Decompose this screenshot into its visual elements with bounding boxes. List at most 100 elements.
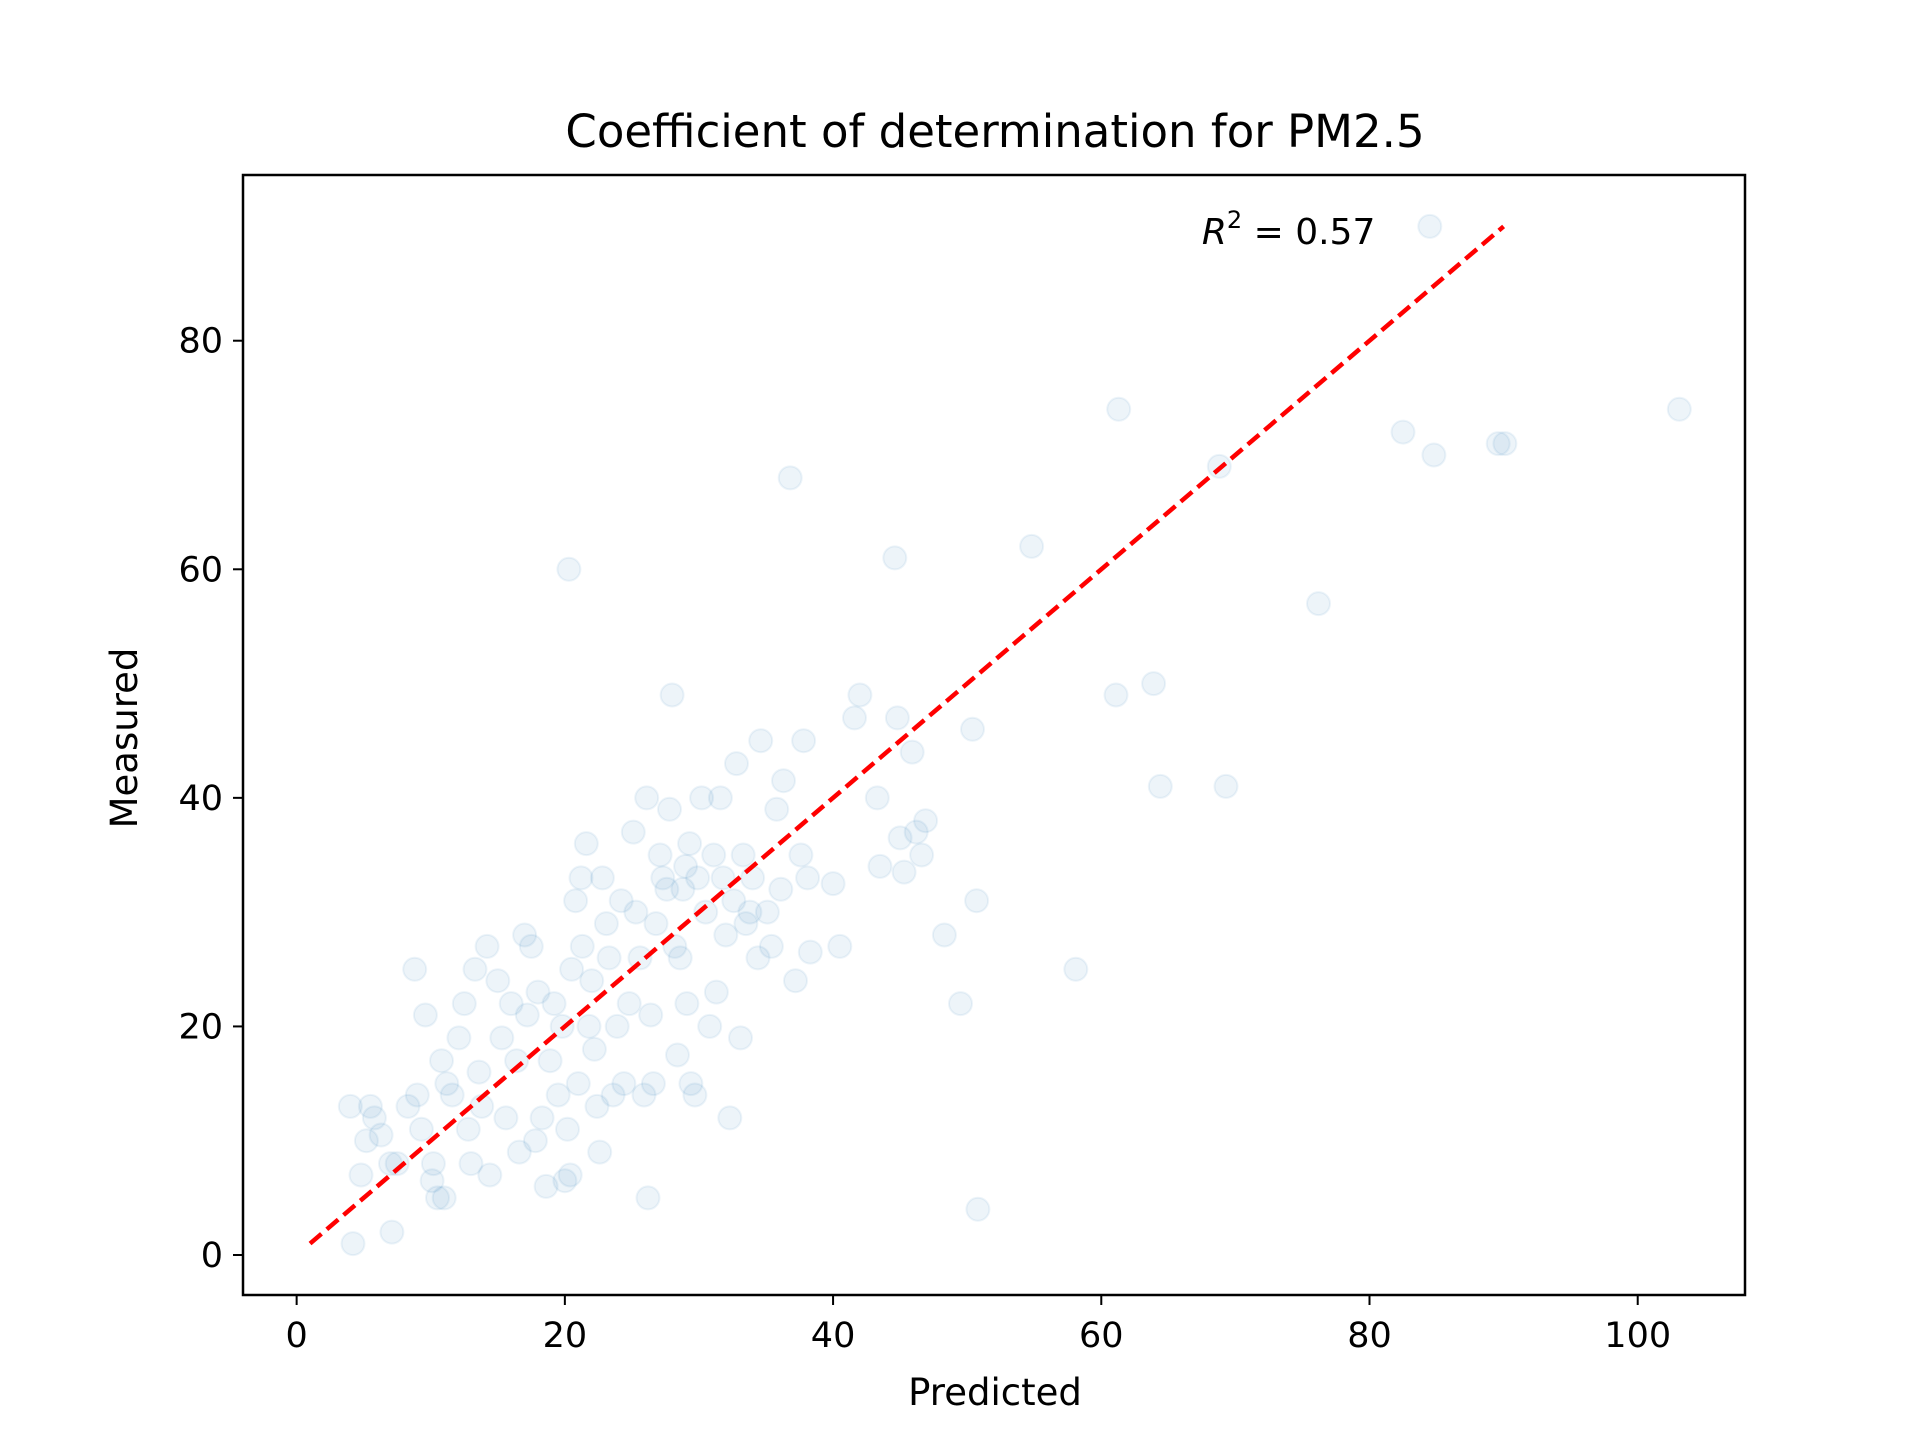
scatter-point bbox=[707, 785, 733, 811]
scatter-point bbox=[783, 968, 808, 994]
scatter-point bbox=[545, 1082, 571, 1108]
scatter-point bbox=[678, 1071, 704, 1097]
x-tick-label: 80 bbox=[1347, 1316, 1392, 1356]
scatter-point bbox=[439, 1082, 465, 1108]
scatter-point bbox=[455, 1116, 481, 1142]
scatter-point bbox=[576, 1013, 602, 1039]
scatter-point bbox=[1492, 431, 1518, 457]
scatter-point bbox=[420, 1151, 446, 1177]
scatter-point bbox=[899, 739, 925, 765]
scatter-point bbox=[1063, 956, 1089, 982]
scatter-point bbox=[1390, 419, 1416, 445]
scatter-point bbox=[657, 796, 682, 822]
scatter-point bbox=[748, 728, 774, 754]
r-squared-symbol: R bbox=[1202, 212, 1227, 253]
scatter-point bbox=[693, 899, 719, 925]
scatter-point bbox=[368, 1122, 394, 1148]
x-tick-label: 40 bbox=[811, 1316, 856, 1356]
scatter-point bbox=[518, 933, 544, 959]
scatter-point bbox=[964, 888, 990, 914]
scatter-point bbox=[568, 865, 594, 891]
scatter-point bbox=[682, 1082, 708, 1108]
y-tick-label: 60 bbox=[178, 550, 223, 590]
scatter-point bbox=[379, 1219, 405, 1245]
scatter-point bbox=[504, 1048, 530, 1074]
scatter-point bbox=[557, 1162, 583, 1188]
scatter-point bbox=[337, 1093, 363, 1119]
y-axis-ticks: 0 20 40 60 80 bbox=[178, 322, 243, 1276]
y-tick-label: 0 bbox=[201, 1236, 223, 1276]
y-tick-label: 20 bbox=[178, 1007, 223, 1047]
scatter-point bbox=[537, 1048, 563, 1074]
scatter-point bbox=[620, 819, 646, 845]
scatter-point bbox=[960, 716, 985, 742]
scatter-point bbox=[842, 705, 867, 731]
scatter-point bbox=[634, 785, 660, 811]
scatter-point bbox=[647, 842, 673, 868]
scatter-point bbox=[674, 991, 700, 1017]
scatter-point bbox=[662, 933, 688, 959]
scatter-point bbox=[563, 888, 589, 914]
scatter-point bbox=[474, 933, 500, 959]
scatter-point bbox=[667, 945, 693, 971]
scatter-point bbox=[948, 991, 973, 1017]
scatter-point bbox=[466, 1059, 492, 1085]
scatter-point bbox=[357, 1093, 383, 1119]
scatter-point bbox=[740, 865, 766, 891]
scatter-point bbox=[608, 888, 634, 914]
scatter-point bbox=[689, 785, 715, 811]
fit-line bbox=[308, 224, 1506, 1246]
scatter-point bbox=[604, 1013, 630, 1039]
scatter-point bbox=[529, 1105, 555, 1131]
scatter-point bbox=[733, 911, 759, 937]
scatter-point bbox=[721, 888, 747, 914]
scatter-point bbox=[701, 842, 727, 868]
scatter-point bbox=[353, 1128, 379, 1154]
scatter-point bbox=[412, 1002, 438, 1028]
scatter-point bbox=[458, 1151, 484, 1177]
scatter-point bbox=[462, 956, 488, 982]
scatter-point bbox=[584, 1093, 610, 1119]
scatter-point bbox=[673, 853, 699, 879]
scatter-point bbox=[697, 1013, 723, 1039]
scatter-point bbox=[635, 1185, 661, 1211]
scatter-point bbox=[659, 682, 685, 708]
r-squared-value: = 0.57 bbox=[1242, 212, 1375, 253]
plot-frame bbox=[241, 173, 1747, 1297]
scatter-point bbox=[581, 1036, 607, 1062]
scatter-point bbox=[903, 819, 929, 845]
scatter-points bbox=[337, 213, 1692, 1257]
scatter-point bbox=[867, 853, 893, 879]
scatter-point bbox=[730, 842, 756, 868]
scatter-point bbox=[361, 1105, 387, 1131]
scatter-point bbox=[891, 859, 917, 885]
scatter-point bbox=[650, 865, 676, 891]
scatter-point bbox=[965, 1196, 991, 1222]
scatter-point bbox=[788, 842, 814, 868]
scatter-point bbox=[512, 922, 538, 948]
scatter-point bbox=[638, 1002, 664, 1028]
scatter-point bbox=[931, 922, 957, 948]
scatter-point bbox=[555, 1116, 580, 1142]
scatter-point bbox=[797, 939, 823, 965]
scatter-point bbox=[565, 1071, 591, 1097]
r-squared-superscript: 2 bbox=[1227, 206, 1242, 234]
scatter-point bbox=[533, 1173, 559, 1199]
y-tick-label: 80 bbox=[178, 322, 223, 362]
scatter-point bbox=[611, 1071, 637, 1097]
scatter-point bbox=[408, 1116, 434, 1142]
scatter-point bbox=[724, 751, 749, 777]
scatter-point bbox=[587, 1139, 613, 1165]
x-axis-ticks: 0 20 40 60 80 100 bbox=[286, 1295, 1671, 1356]
scatter-point bbox=[623, 899, 649, 925]
scatter-point bbox=[771, 768, 796, 794]
scatter-point bbox=[909, 842, 935, 868]
scatter-point bbox=[827, 933, 853, 959]
scatter-point bbox=[685, 865, 711, 891]
scatter-point bbox=[745, 945, 771, 971]
scatter-point bbox=[541, 991, 567, 1017]
scatter-point bbox=[498, 991, 524, 1017]
scatter-point bbox=[713, 922, 739, 948]
x-tick-label: 20 bbox=[543, 1316, 588, 1356]
